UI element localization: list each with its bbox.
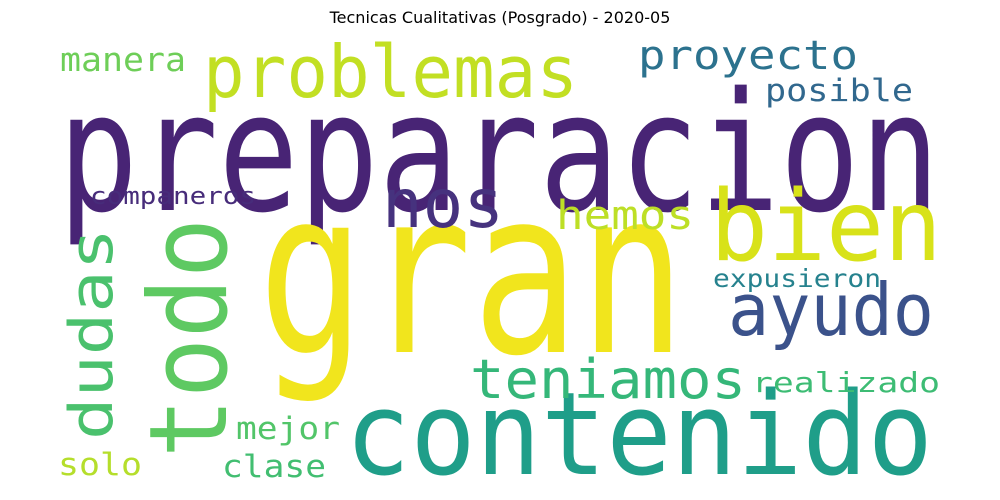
word-todo: todo — [127, 218, 252, 458]
word-companeros: companeros — [90, 182, 256, 210]
word-hemos: hemos — [556, 193, 694, 239]
word-proyecto: proyecto — [638, 33, 858, 79]
word-dudas: dudas — [57, 228, 127, 440]
word-problemas: problemas — [203, 30, 578, 114]
word-realizado: realizado — [752, 366, 940, 399]
word-gran: gran — [258, 140, 686, 406]
word-ayudo: ayudo — [728, 268, 934, 352]
word-nos: nos — [382, 165, 504, 244]
word-manera: manera — [60, 40, 186, 79]
word-mejor: mejor — [236, 411, 340, 447]
word-preparacion: preparacion — [58, 57, 940, 249]
word-posible: posible — [765, 73, 913, 109]
word-expusieron: expusieron — [713, 264, 881, 293]
word-bien: bien — [710, 170, 942, 284]
word-solo: solo — [58, 447, 142, 483]
word-teniamos: teniamos — [470, 348, 746, 411]
chart-title: Tecnicas Cualitativas (Posgrado) - 2020-… — [329, 8, 671, 27]
word-clase: clase — [222, 449, 326, 485]
word-contenido: contenido — [345, 368, 933, 500]
